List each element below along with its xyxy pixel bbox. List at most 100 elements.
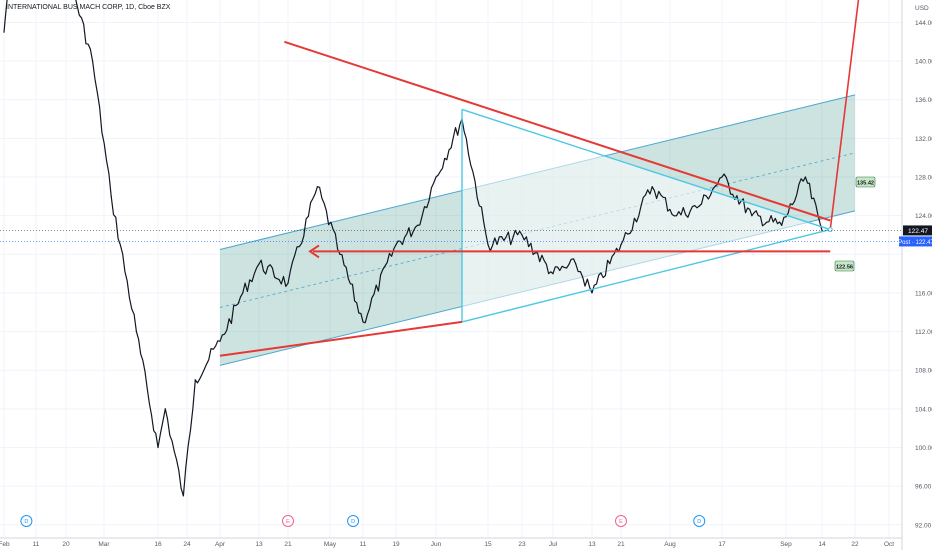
target-label-upper[interactable]: 135.42 (855, 176, 876, 188)
target-label-lower-text: 122.56 (836, 264, 853, 270)
price-tick-label: 108.00 (915, 368, 932, 375)
price-point (675, 215, 678, 217)
time-tick-label: Oct (884, 541, 894, 548)
price-point (395, 244, 397, 246)
earnings-marker[interactable]: E (282, 515, 294, 527)
price-point (651, 186, 653, 188)
drawing-layer-front: 135.42 122.56 (219, 0, 876, 357)
time-tick-label: 16 (154, 541, 162, 548)
price-tick-label: 100.00 (915, 445, 932, 452)
chart-title: INTERNATIONAL BUS MACH CORP, 1D, Cboe BZ… (6, 4, 171, 11)
price-line (3, 0, 823, 497)
price-point (258, 263, 260, 265)
event-marker-circle (282, 515, 294, 527)
event-marker-letter: D (697, 519, 701, 525)
event-marker-letter: E (286, 519, 290, 525)
price-point (194, 379, 196, 381)
time-tick-label: Feb (0, 541, 10, 548)
descending-trendline[interactable] (284, 40, 831, 222)
apex-handle[interactable] (827, 227, 833, 233)
price-point (435, 176, 437, 178)
time-tick-label: 21 (284, 541, 292, 548)
price-point (804, 176, 806, 178)
event-marker-circle (347, 515, 360, 527)
price-tick-label: 132.00 (915, 136, 932, 143)
time-tick-label: 22 (851, 541, 859, 548)
price-point (92, 60, 94, 62)
event-marker-circle (693, 515, 706, 527)
price-point (487, 244, 489, 246)
currency-label: USD (915, 5, 929, 12)
time-tick-label: Jun (431, 541, 442, 548)
triangle-top-edge[interactable] (461, 108, 831, 231)
time-tick-label: 21 (617, 541, 625, 548)
time-tick-label: 15 (484, 541, 492, 548)
horizontal-level-arrowhead (308, 244, 320, 259)
target-label-upper-bg (855, 176, 876, 188)
last-price-badge[interactable] (903, 225, 932, 236)
triangle-bottom-edge[interactable] (461, 228, 831, 323)
time-tick-label: 23 (518, 541, 526, 548)
dividend-marker[interactable]: D (693, 515, 706, 527)
event-marker-circle (615, 515, 627, 527)
price-tick-label: 144.00 (915, 20, 932, 27)
dividend-marker[interactable]: D (347, 515, 360, 527)
price-point (781, 224, 783, 226)
price-point (287, 282, 289, 284)
event-marker-circle (20, 515, 33, 527)
price-tick-label: 128.00 (915, 175, 932, 182)
price-tick-label: 116.00 (915, 290, 932, 297)
post-price-label: Post · 122.47 (898, 240, 932, 246)
projection-arrow[interactable] (829, 0, 866, 230)
price-point (242, 292, 244, 294)
price-point (339, 253, 341, 255)
price-point (157, 446, 159, 449)
price-tick-label: 112.00 (915, 329, 932, 336)
earnings-marker[interactable]: E (615, 515, 627, 527)
price-tick-label: 104.00 (915, 406, 932, 413)
time-tick-label: 24 (183, 541, 191, 548)
ascending-trendline[interactable] (219, 320, 463, 357)
target-label-lower-bg (834, 260, 855, 272)
price-point (552, 273, 554, 275)
time-tick-label: Jul (549, 541, 558, 548)
price-point (521, 234, 523, 236)
price-point (575, 263, 577, 265)
event-marker-letter: D (351, 519, 355, 525)
price-point (219, 340, 221, 342)
price-point (416, 224, 419, 226)
time-tick-label: Apr (215, 541, 226, 548)
price-point (135, 330, 137, 333)
time-tick-label: 14 (818, 541, 826, 548)
time-tick-label: 17 (718, 541, 726, 548)
time-axis[interactable]: Feb 11 20 Mar 16 24 Apr 13 21 May 11 19 Jun 15 23 Jul 13… (0, 537, 902, 548)
price-tick-label: 140.00 (915, 59, 932, 66)
time-tick-label: 11 (33, 541, 40, 548)
time-tick-label: 20 (62, 541, 70, 548)
event-marker-letter: E (619, 519, 623, 525)
target-label-lower[interactable]: 122.56 (834, 260, 855, 272)
price-point (182, 495, 184, 497)
price-point (698, 205, 700, 207)
price-point (164, 408, 166, 410)
post-price-badge[interactable] (899, 236, 932, 247)
price-point (591, 292, 593, 294)
price-tick-label: 124.00 (915, 213, 932, 220)
price-point (620, 244, 622, 246)
dividend-marker[interactable]: D (20, 515, 33, 527)
time-tick-label: Aug (664, 541, 676, 548)
last-price-label: 122.47 (908, 228, 928, 235)
time-tick-label: 13 (588, 541, 596, 548)
time-tick-label: May (324, 541, 337, 548)
time-tick-label: 13 (255, 541, 263, 548)
event-marker-letter: D (24, 519, 28, 525)
price-tick-label: 92.00 (915, 522, 932, 529)
price-series (3, 0, 823, 497)
price-point (362, 321, 364, 323)
grid (0, 0, 902, 538)
price-point (316, 186, 318, 188)
